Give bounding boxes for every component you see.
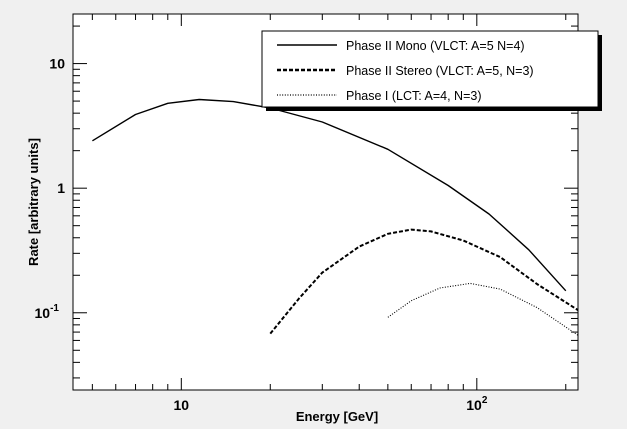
y-tick-label: 10 [49,56,65,72]
series-lines [92,98,579,336]
y-tick-label: 1 [57,180,65,196]
y-tick-exponent: -1 [50,303,59,314]
x-tick-label: 10 [174,397,190,413]
series-line-2 [269,228,579,335]
x-tick-exponent: 2 [482,395,488,406]
x-axis-title: Energy [GeV] [296,409,378,424]
x-tick-label: 102 [466,395,488,413]
series-line-3 [387,282,579,336]
legend-label-1: Phase II Mono (VLCT: A=5 N=4) [346,39,525,53]
legend-label-3: Phase I (LCT: A=4, N=3) [346,89,482,103]
series-line-1 [92,98,567,292]
y-tick-label: 10-1 [35,303,60,321]
legend-box [261,30,599,108]
legend-label-2: Phase II Stereo (VLCT: A=5, N=3) [346,64,534,78]
y-axis-title: Rate [arbitrary units] [26,138,41,266]
legend-items: Phase II Mono (VLCT: A=5 N=4) Phase II St… [277,39,534,103]
legend: Phase II Mono (VLCT: A=5 N=4) Phase II St… [261,30,602,111]
